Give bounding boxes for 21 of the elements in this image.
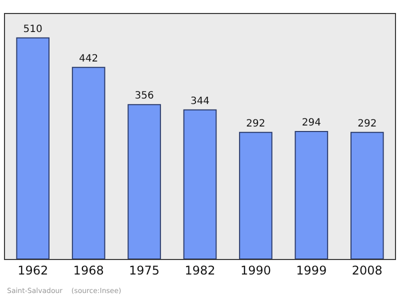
x-tick-label: 1990 xyxy=(240,263,271,278)
data-label: 292 xyxy=(358,118,377,130)
data-label: 356 xyxy=(134,90,154,102)
bar xyxy=(294,131,328,259)
data-label: 344 xyxy=(190,96,210,107)
x-tick-label: 1975 xyxy=(129,263,160,278)
x-tick-label: 1968 xyxy=(73,263,104,278)
bar xyxy=(239,132,272,259)
data-label: 442 xyxy=(79,53,98,64)
data-label: 294 xyxy=(302,118,321,129)
bar xyxy=(72,66,106,259)
data-label: 510 xyxy=(23,24,42,35)
x-tick-label: 2008 xyxy=(352,263,382,278)
bar xyxy=(183,109,217,259)
x-tick-label: 1982 xyxy=(184,263,216,278)
data-label: 292 xyxy=(246,118,266,130)
bar xyxy=(16,37,50,259)
x-tick-label: 1999 xyxy=(296,263,327,278)
bar xyxy=(128,104,161,259)
bar xyxy=(350,132,384,259)
x-tick-label: 1962 xyxy=(18,263,48,278)
